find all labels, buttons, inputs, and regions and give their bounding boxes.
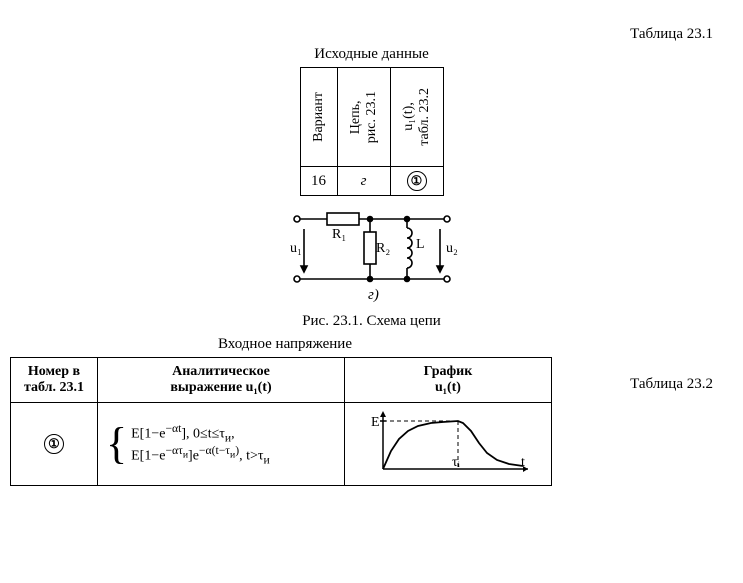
svg-text:t: t <box>521 455 525 470</box>
table1-title: Исходные данные <box>0 46 743 63</box>
t2-col2: Аналитическое выражение u₁(t) <box>98 358 345 403</box>
svg-text:E: E <box>371 415 380 430</box>
col-circuit: Цепь, рис. 23.1 <box>344 85 384 149</box>
svg-text:τᵢ: τᵢ <box>452 455 461 470</box>
source-data-table: Вариант Цепь, рис. 23.1 u₁(t), табл. 23.… <box>300 67 444 196</box>
u1-label: u₁ <box>290 241 302 256</box>
t2-row1-formula: { E[1−e−αt], 0≤t≤τи, E[1−e−ατи]e−α(t−τи)… <box>98 403 345 486</box>
t2-row1-id: ① <box>11 403 98 486</box>
t2-col1: Номер в табл. 23.1 <box>11 358 98 403</box>
u1t-value: ① <box>390 167 443 196</box>
r2-label: R₂ <box>376 241 390 256</box>
circuit-diagram: u₁ u₂ R₁ R₂ L г) <box>282 204 462 309</box>
circuit-caption: Рис. 23.1. Схема цепи <box>0 313 743 330</box>
r1-label: R₁ <box>332 227 346 242</box>
col-u1t: u₁(t), табл. 23.2 <box>397 82 437 152</box>
circuit-letter: г) <box>368 287 379 303</box>
table2-title: Входное напряжение <box>10 336 560 353</box>
table1-label: Таблица 23.1 <box>630 26 713 43</box>
t2-row1-chart-cell: Eτᵢ t <box>345 403 552 486</box>
u1t-chart: Eτᵢ t <box>363 409 533 479</box>
col-variant: Вариант <box>307 86 331 148</box>
l-label: L <box>416 237 425 252</box>
u2-label: u₂ <box>446 241 458 256</box>
table2-label: Таблица 23.2 <box>630 376 713 393</box>
t2-col3: График u₁(t) <box>345 358 552 403</box>
input-voltage-table: Номер в табл. 23.1 Аналитическое выражен… <box>10 357 552 486</box>
variant-value: 16 <box>300 167 337 196</box>
circuit-value: г <box>337 167 390 196</box>
